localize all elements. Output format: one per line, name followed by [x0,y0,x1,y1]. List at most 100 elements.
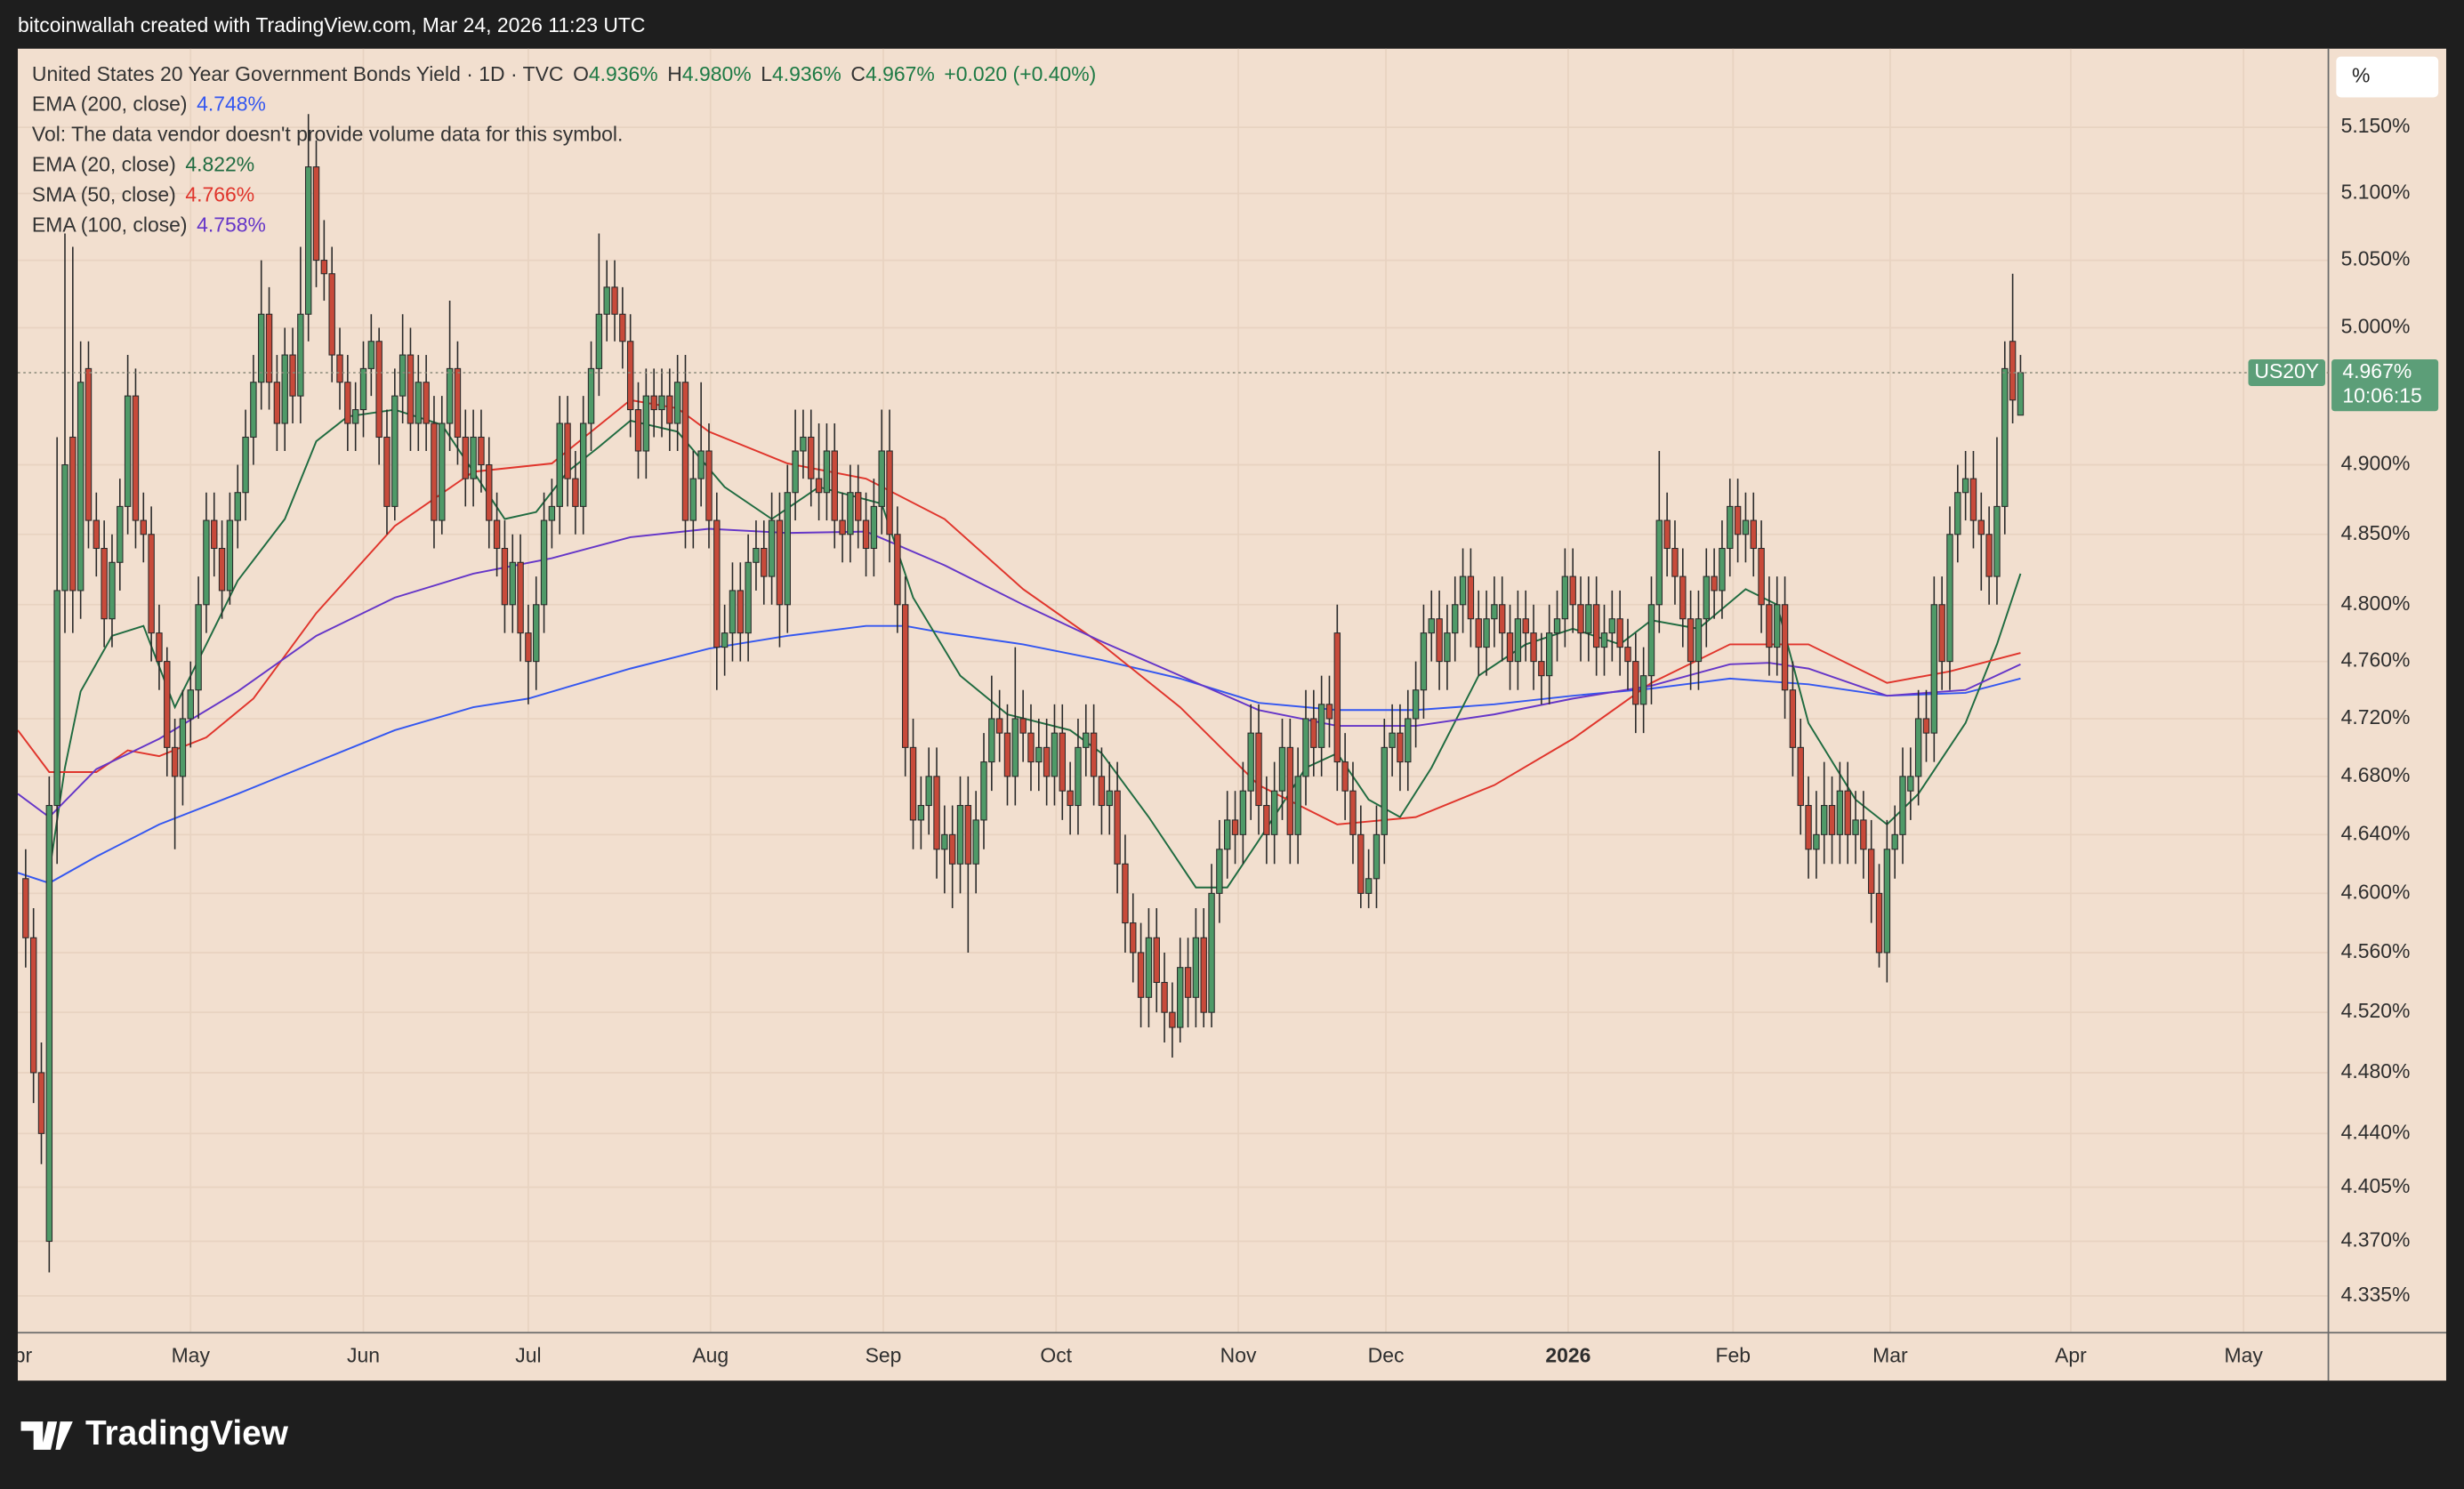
candle-body [1083,732,1090,748]
candle-body [540,519,548,606]
y-tick-label: 4.640% [2341,821,2411,844]
price-badge [2331,358,2439,412]
candle-body [156,632,163,663]
y-tick-label: 4.900% [2341,452,2411,475]
candle-body [1263,805,1270,835]
candle-body [1585,604,1592,634]
candle-body [22,878,29,938]
candle-body [351,409,359,424]
candle-body [234,492,241,521]
candle-body [815,478,823,494]
candle-body [988,718,995,763]
candle-body [1679,575,1687,620]
y-tick-label: 4.405% [2341,1174,2411,1197]
candle-body [1663,519,1671,550]
x-tick-label: Feb [1716,1344,1751,1367]
candle-body [1325,704,1333,720]
candle-body [1852,819,1859,835]
symbol-badge [2248,358,2326,386]
candle-body [375,341,382,439]
candle-body [1075,746,1082,807]
candle-body [1483,618,1490,648]
candle-body [1302,718,1309,777]
candle-body [273,382,281,424]
candle-body [831,450,838,521]
candle-body [1365,878,1373,894]
candle-body [85,367,93,521]
candle-body [1930,604,1938,734]
candle-body [1632,661,1639,705]
candle-body [1184,967,1192,998]
candle-body [1270,790,1278,835]
ohlc-value: 4.967% [866,62,935,85]
ohlc-value: 4.936% [772,62,841,85]
candle-body [1247,732,1254,792]
legend-name: EMA (100, close) [32,213,188,237]
candle-body [1616,618,1623,648]
candle-body [37,1072,45,1134]
candle-body [800,436,807,452]
candle-body [1774,604,1781,648]
candle-body [1051,732,1059,777]
candle-body [265,313,273,383]
candle-body [1405,718,1412,763]
candle-body [76,382,85,592]
indicator-line [18,527,2021,818]
candle-body [478,436,485,466]
candle-body [1397,732,1404,763]
candle-body [1114,790,1121,865]
candle-body [666,395,673,424]
scale-button[interactable] [2336,56,2439,98]
candle-body [1208,892,1215,1013]
scale-button-label[interactable]: % [2352,64,2370,87]
candle-body [61,464,68,592]
y-tick-label: 5.050% [2341,247,2411,270]
candle-body [1499,604,1506,634]
candle-body [423,382,430,424]
candle-body [359,367,367,411]
candle-body [493,519,501,550]
logo-mark [20,1421,73,1450]
y-tick-label: 4.680% [2341,763,2411,786]
candle-body [1797,746,1804,807]
candle-body [1317,704,1325,748]
y-tick-label: 4.520% [2341,999,2411,1022]
candle-body [1381,746,1388,835]
candle-body [1938,604,1945,663]
candle-body [1671,547,1679,577]
candle-body [737,590,745,634]
candle-body [548,505,556,521]
candle-body [1789,689,1797,748]
candle-body [642,395,650,452]
candle-body [1161,981,1168,1013]
candle-body [1444,632,1451,663]
chart-background [18,48,2446,1381]
candle-body [45,805,53,1243]
candle-body [525,632,532,663]
candle-body [580,423,587,507]
candle-body [619,313,626,342]
candle-body [948,833,956,865]
x-tick-label: Jul [515,1344,541,1367]
candle-body [964,805,972,865]
credit: bitcoinwallah created with TradingView.c… [18,13,645,36]
legend-name: EMA (200, close) [32,92,188,115]
candle-body [673,382,681,424]
candle-body [187,689,194,720]
candle-body [1946,534,1953,663]
candle-body [626,341,634,411]
candle-body [1177,967,1184,1028]
legend-row: United States 20 Year Government Bonds Y… [32,62,1096,85]
candle-body [328,273,335,356]
candle-body [792,450,799,494]
candle-body [1734,505,1742,535]
candle-body [470,436,477,479]
candle-body [1019,718,1027,734]
candle-body [304,166,312,315]
candle-body [1333,632,1341,763]
candle-body [1639,675,1647,705]
candle-body [258,313,265,383]
y-tick-label: 4.720% [2341,705,2411,728]
candle-body [431,423,438,521]
